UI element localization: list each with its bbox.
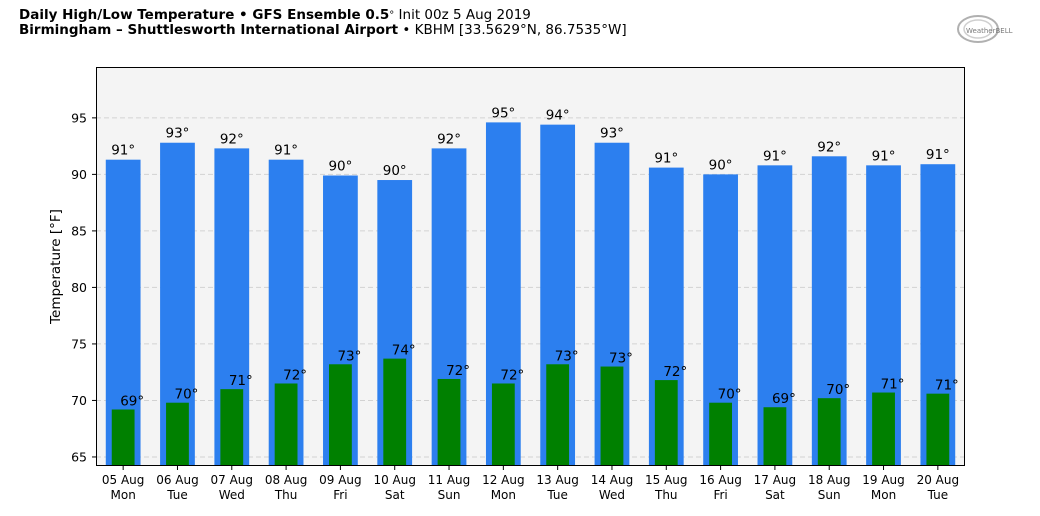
low-label: 73° <box>609 351 633 367</box>
low-series <box>111 358 950 466</box>
x-tick-label-date: 18 Aug <box>808 473 851 487</box>
x-tick-label-day: Sun <box>818 488 841 502</box>
low-label: 69° <box>772 391 796 407</box>
high-label: 94° <box>546 108 570 124</box>
x-tick-label-day: Sat <box>765 488 785 502</box>
high-label: 91° <box>763 148 787 164</box>
chart-location: Birmingham – Shuttlesworth International… <box>19 22 627 38</box>
low-label: 70° <box>175 387 199 403</box>
low-label: 70° <box>826 382 850 398</box>
high-label: 93° <box>600 126 624 142</box>
high-label: 92° <box>817 139 841 155</box>
low-label: 74° <box>392 343 416 359</box>
low-label: 69° <box>120 393 144 409</box>
low-bar <box>709 402 732 466</box>
high-label: 91° <box>872 148 896 164</box>
x-tick-label-date: 19 Aug <box>862 473 905 487</box>
low-label: 72° <box>663 364 687 380</box>
low-bar <box>872 392 895 466</box>
low-label: 72° <box>446 363 470 379</box>
low-bar <box>600 366 624 466</box>
low-bar <box>329 364 352 466</box>
high-label: 92° <box>437 131 461 147</box>
x-tick-label-date: 06 Aug <box>156 473 199 487</box>
logo-text: WeatherBELL <box>966 27 1013 35</box>
x-tick-label-date: 12 Aug <box>482 473 525 487</box>
x-tick-label-day: Fri <box>713 488 727 502</box>
low-bar <box>111 409 135 466</box>
x-tick-label-day: Wed <box>219 488 245 502</box>
low-label: 73° <box>555 348 579 364</box>
high-label: 91° <box>926 147 950 163</box>
x-tick-label-date: 05 Aug <box>102 473 145 487</box>
x-tick-label-date: 15 Aug <box>645 473 688 487</box>
low-label: 72° <box>283 367 307 383</box>
high-label: 91° <box>111 143 135 159</box>
low-bar <box>763 407 787 466</box>
data-labels: 91° 69° 93° 70° 92° 71° 91° 72° 90° 73° 90° 74° 92° 7… <box>111 105 959 409</box>
x-tick-label-date: 20 Aug <box>917 473 960 487</box>
chart-header: Daily High/Low Temperature • GFS Ensembl… <box>19 8 627 38</box>
x-tick-label-day: Thu <box>654 488 678 502</box>
low-label: 70° <box>718 387 742 403</box>
high-label: 90° <box>709 157 733 173</box>
low-label: 72° <box>500 367 524 383</box>
y-tick-label: 85 <box>71 223 87 238</box>
chart-title: Daily High/Low Temperature • GFS Ensembl… <box>19 7 531 23</box>
high-label: 91° <box>274 143 298 159</box>
low-bar <box>166 402 189 466</box>
x-tick-label-day: Sun <box>438 488 461 502</box>
plot-frame <box>96 67 965 466</box>
y-axis-label: Temperature [°F] <box>48 209 64 325</box>
x-tick-label-date: 14 Aug <box>591 473 634 487</box>
y-tick-label: 80 <box>71 280 87 295</box>
high-label: 93° <box>166 126 190 142</box>
low-label: 71° <box>229 373 253 389</box>
x-tick-label-day: Mon <box>491 488 516 502</box>
low-bar <box>926 393 950 466</box>
low-label: 73° <box>337 348 361 364</box>
low-bar <box>274 383 298 466</box>
x-tick-label-date: 08 Aug <box>265 473 308 487</box>
x-tick-label-day: Fri <box>333 488 347 502</box>
low-bar <box>437 378 461 466</box>
x-tick-label-day: Thu <box>274 488 298 502</box>
x-tick-label-day: Wed <box>599 488 625 502</box>
weatherbell-logo: WeatherBELL <box>957 15 1013 43</box>
y-tick-label: 70 <box>71 393 87 408</box>
x-tick-label-date: 10 Aug <box>373 473 416 487</box>
high-label: 91° <box>654 151 678 167</box>
x-tick-label-day: Tue <box>546 488 568 502</box>
x-tick-label-day: Tue <box>166 488 188 502</box>
low-bar <box>654 380 678 466</box>
x-tick-label-date: 09 Aug <box>319 473 362 487</box>
y-tick-label: 65 <box>71 449 87 464</box>
x-tick-label-date: 11 Aug <box>428 473 471 487</box>
x-tick-label-date: 17 Aug <box>754 473 797 487</box>
low-label: 71° <box>881 377 905 393</box>
y-tick-label: 95 <box>71 110 87 125</box>
high-label: 95° <box>491 105 515 121</box>
x-tick-label-day: Mon <box>871 488 896 502</box>
x-tick-label-date: 16 Aug <box>699 473 742 487</box>
x-tick-label-day: Mon <box>111 488 136 502</box>
y-tick-label: 90 <box>71 167 87 182</box>
low-bar <box>546 364 570 466</box>
high-label: 92° <box>220 131 244 147</box>
x-tick-label-day: Tue <box>927 488 949 502</box>
low-label: 71° <box>935 378 959 394</box>
x-tick-label-date: 13 Aug <box>536 473 579 487</box>
low-bar <box>220 389 244 466</box>
x-tick-label-day: Sat <box>385 488 405 502</box>
x-tick-label-date: 07 Aug <box>211 473 254 487</box>
low-bar <box>491 383 515 466</box>
y-tick-label: 75 <box>71 336 87 351</box>
y-axis: 65 70 75 80 85 90 95 <box>71 110 96 464</box>
low-bar <box>817 398 841 466</box>
high-label: 90° <box>328 159 352 175</box>
low-bar <box>383 358 407 466</box>
high-label: 90° <box>383 163 407 179</box>
